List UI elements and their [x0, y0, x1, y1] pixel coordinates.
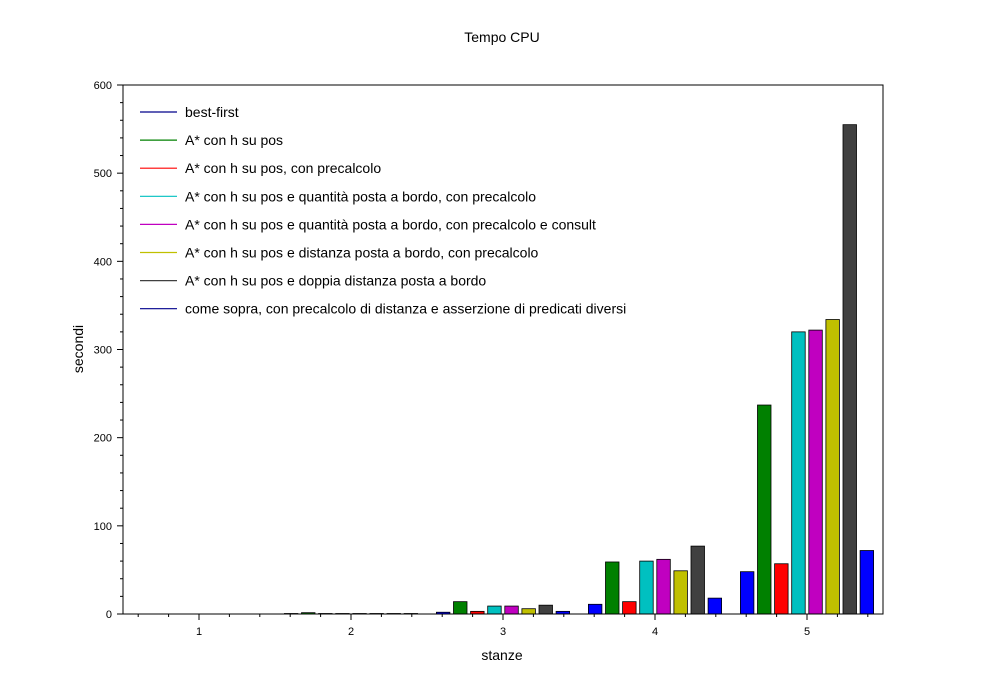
bar-8-5 — [859, 550, 874, 615]
y-tick-label: 200 — [94, 433, 112, 445]
bar-3-5 — [774, 563, 789, 615]
bar-2-5 — [757, 404, 772, 615]
legend-label: A* con h su pos e quantità posta a bordo… — [185, 188, 536, 204]
x-axis-label: stanze — [481, 647, 522, 663]
bar-7-5 — [842, 124, 857, 615]
y-axis: 0 100 200 300 400 500 600 — [94, 80, 123, 621]
y-tick-label: 0 — [106, 609, 112, 621]
y-tick-label: 100 — [94, 521, 112, 533]
bar-1-4 — [588, 603, 603, 615]
x-axis: 1 2 3 4 5 — [137, 614, 869, 638]
legend-label: best-first — [185, 104, 239, 120]
legend-label: A* con h su pos, con precalcolo — [185, 160, 381, 176]
bar-2-3 — [453, 601, 468, 615]
bar-6-3 — [521, 608, 536, 615]
y-tick-label: 500 — [94, 168, 112, 180]
bar-4-5 — [791, 331, 806, 615]
bar-2-4 — [605, 561, 620, 615]
bar-3-4 — [622, 601, 637, 615]
plot-marks — [283, 124, 874, 615]
chart-title: Tempo CPU — [464, 29, 539, 45]
bar-6-4 — [673, 570, 688, 615]
x-tick-label: 5 — [804, 626, 810, 638]
legend-label: A* con h su pos e quantità posta a bordo… — [185, 216, 596, 232]
legend: best-first A* con h su pos A* con h su pos… — [140, 104, 626, 317]
x-tick-label: 4 — [652, 626, 658, 638]
bar-6-5 — [825, 319, 840, 615]
y-tick-label: 400 — [94, 256, 112, 268]
bar-5-4 — [656, 558, 671, 615]
bar-7-3 — [538, 604, 553, 615]
x-tick-label: 2 — [348, 626, 354, 638]
legend-label: A* con h su pos e distanza posta a bordo… — [185, 245, 539, 261]
bar-1-5 — [740, 571, 755, 615]
legend-label: A* con h su pos e doppia distanza posta … — [185, 273, 486, 289]
legend-label: A* con h su pos — [185, 132, 283, 148]
bar-5-3 — [504, 605, 519, 615]
bar-5-5 — [808, 329, 823, 615]
legend-label: come sopra, con precalcolo di distanza e… — [185, 301, 626, 317]
bar-7-4 — [690, 545, 705, 615]
y-axis-label: secondi — [70, 325, 86, 373]
bar-4-3 — [487, 605, 502, 615]
y-tick-label: 600 — [94, 80, 112, 92]
x-tick-label: 3 — [500, 626, 506, 638]
y-tick-label: 300 — [94, 345, 112, 357]
bar-4-4 — [639, 560, 654, 615]
x-tick-label: 1 — [196, 626, 202, 638]
bar-8-4 — [707, 597, 722, 615]
